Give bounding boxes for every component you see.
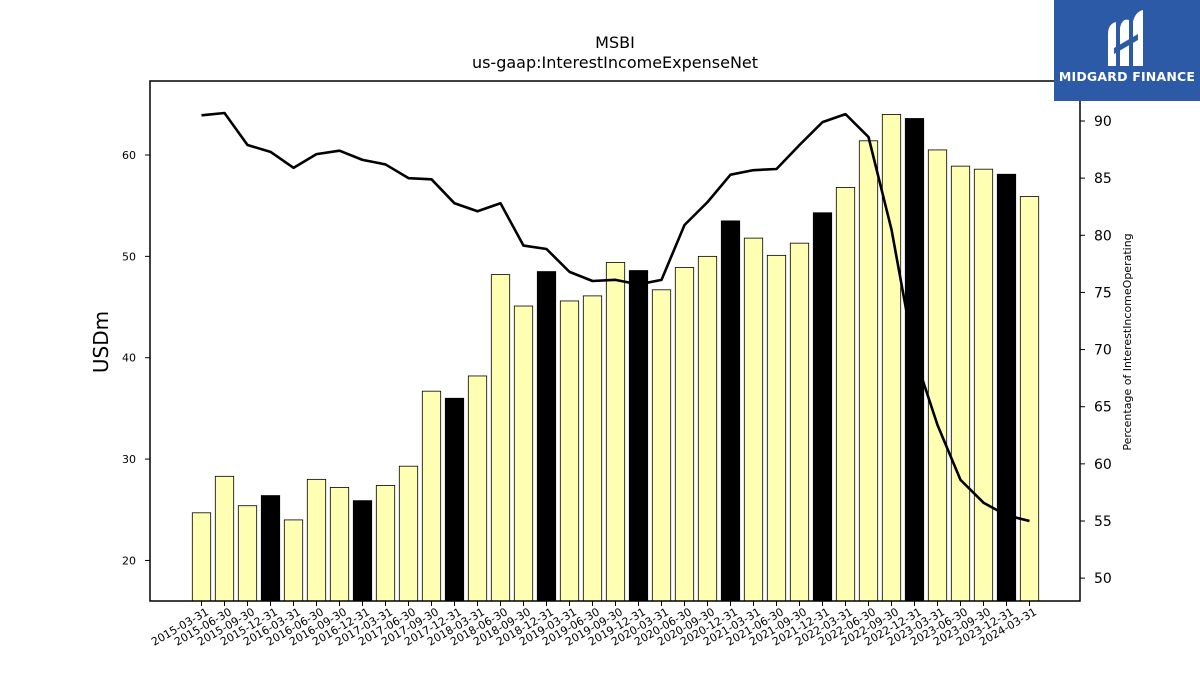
y-tick-label: 60 [122, 149, 136, 162]
bar-2018-09-30 [513, 305, 534, 602]
y-tick-label: 50 [122, 250, 136, 263]
logo-text: MIDGARD FINANCE [1058, 69, 1196, 84]
bar-2018-12-31 [536, 271, 557, 602]
bar-2016-03-31 [283, 519, 304, 602]
bar-2016-06-30 [306, 478, 327, 602]
bar-2015-03-31 [191, 512, 212, 602]
y2-tick-label: 55 [1094, 514, 1112, 530]
bar-2021-12-31 [812, 212, 833, 602]
bar-2022-09-30 [881, 114, 902, 602]
y-tick-label: 20 [122, 554, 136, 567]
y2-tick-label: 90 [1094, 114, 1112, 130]
y2-tick-label: 70 [1094, 343, 1112, 359]
bar-2020-06-30 [674, 267, 695, 602]
bar-2016-12-31 [352, 500, 373, 602]
bar-2017-09-30 [421, 390, 442, 602]
bar-2022-12-31 [904, 118, 925, 602]
bar-2020-03-31 [651, 289, 672, 602]
bar-2015-12-31 [260, 495, 281, 602]
y2-tick-label: 65 [1094, 400, 1112, 416]
y-axis-label: USDm [89, 311, 113, 373]
bar-2020-09-30 [697, 255, 718, 602]
y2-tick-label: 85 [1094, 171, 1112, 187]
bar-2015-06-30 [214, 475, 235, 602]
bar-2023-09-30 [973, 168, 994, 602]
y2-tick-label: 75 [1094, 285, 1112, 301]
y2-tick-label: 80 [1094, 228, 1112, 244]
bar-2019-06-30 [582, 295, 603, 602]
y-tick-label: 40 [122, 352, 136, 365]
bar-2021-06-30 [766, 254, 787, 602]
chart-subtitle: us-gaap:InterestIncomeExpenseNet [472, 53, 758, 72]
bar-2019-09-30 [605, 262, 626, 602]
y-tick-label: 30 [122, 453, 136, 466]
bar-2022-06-30 [858, 140, 879, 602]
bar-2023-12-31 [996, 173, 1017, 602]
brand-logo: MIDGARD FINANCE [1054, 0, 1200, 101]
bar-2020-12-31 [720, 220, 741, 602]
bar-2016-09-30 [329, 487, 350, 602]
bar-2017-12-31 [444, 397, 465, 602]
y2-tick-label: 50 [1094, 571, 1112, 587]
bar-2022-03-31 [835, 187, 856, 602]
bar-2018-06-30 [490, 274, 511, 602]
series-line [201, 111, 1030, 523]
bar-2023-03-31 [927, 149, 948, 602]
bar-2019-03-31 [559, 300, 580, 602]
chart-title: MSBI [595, 33, 635, 52]
midgard-logo-icon [1108, 10, 1143, 66]
bar-2024-03-31 [1019, 196, 1040, 602]
bar-2023-06-30 [950, 165, 971, 602]
y2-tick-label: 60 [1094, 457, 1112, 473]
bar-2017-06-30 [398, 465, 419, 602]
y2-axis-label: Percentage of InterestIncomeOperating [1121, 233, 1134, 450]
bar-2018-03-31 [467, 375, 488, 602]
bar-2019-12-31 [628, 270, 649, 602]
bar-2015-09-30 [237, 505, 258, 602]
bar-2017-03-31 [375, 485, 396, 602]
bar-2021-09-30 [789, 242, 810, 602]
bar-2021-03-31 [743, 237, 764, 602]
